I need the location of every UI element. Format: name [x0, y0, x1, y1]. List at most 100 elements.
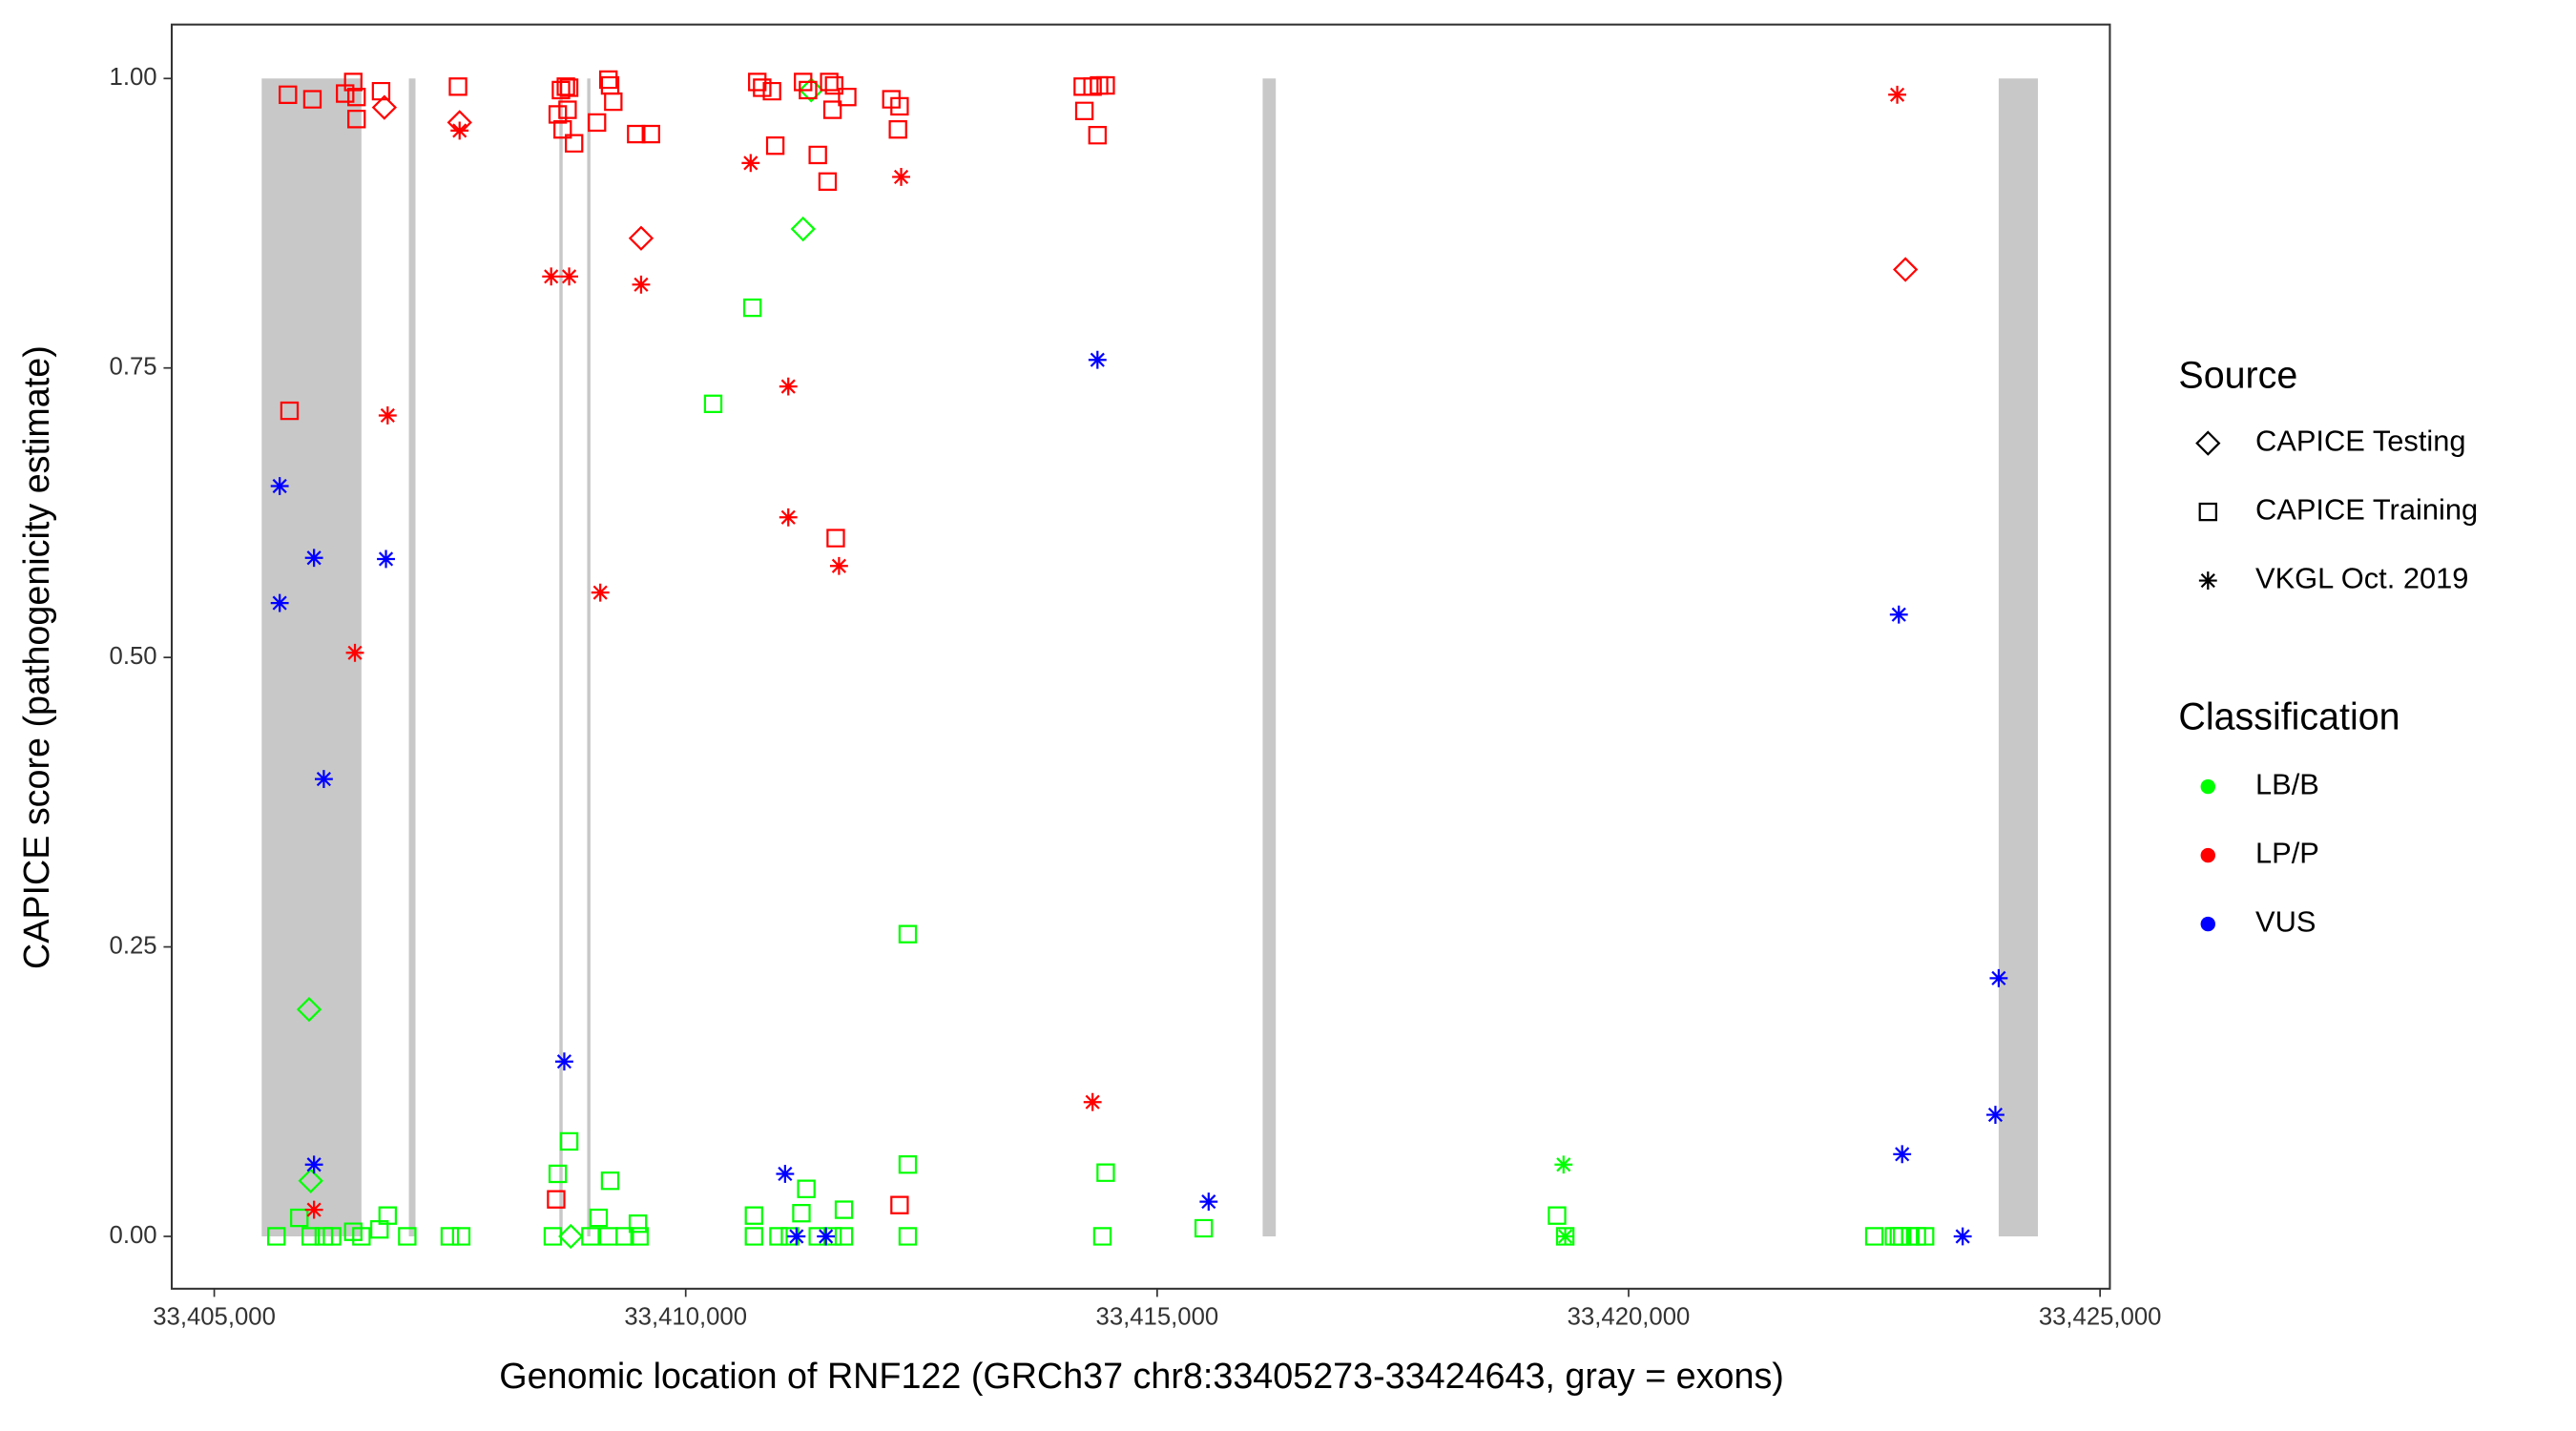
- point: [1989, 968, 2008, 987]
- point: [1864, 1227, 1884, 1246]
- point: [1194, 1218, 1214, 1238]
- point: [748, 73, 767, 92]
- point: [1889, 1227, 1908, 1246]
- point: [888, 119, 907, 139]
- point: [558, 100, 577, 119]
- point: [600, 1172, 620, 1191]
- point: [892, 168, 910, 186]
- y-tick-label: 0.25: [110, 932, 157, 959]
- point: [378, 1206, 398, 1225]
- point: [280, 401, 300, 421]
- point: [799, 77, 824, 103]
- point: [762, 81, 781, 101]
- legend-symbol: [2200, 847, 2215, 863]
- point: [829, 556, 848, 575]
- point: [1199, 1192, 1218, 1212]
- point: [377, 550, 395, 569]
- legend-symbol: [2198, 571, 2217, 590]
- point: [591, 583, 610, 602]
- exon: [408, 78, 416, 1236]
- point: [898, 1155, 918, 1174]
- point: [1074, 101, 1094, 120]
- point: [628, 1213, 648, 1234]
- legend-label: CAPICE Training: [2255, 493, 2478, 527]
- exon: [1262, 78, 1277, 1236]
- point: [769, 1227, 788, 1246]
- point: [298, 1168, 323, 1193]
- legend-title: Source: [2178, 354, 2297, 396]
- point: [451, 1227, 471, 1246]
- point: [554, 1052, 573, 1071]
- point: [779, 377, 798, 396]
- point: [630, 1227, 649, 1246]
- point: [560, 267, 578, 286]
- point: [776, 1165, 795, 1183]
- point: [304, 1200, 323, 1219]
- point: [588, 113, 607, 133]
- point: [1083, 77, 1102, 96]
- point: [1889, 605, 1908, 624]
- x-tick-label: 33,415,000: [1096, 1304, 1219, 1331]
- point: [371, 81, 391, 101]
- exon: [559, 78, 563, 1236]
- point: [267, 1227, 286, 1246]
- point: [559, 78, 579, 97]
- point: [343, 73, 363, 92]
- point: [448, 77, 467, 96]
- exon: [587, 78, 591, 1236]
- y-tick-label: 1.00: [110, 64, 157, 91]
- point: [270, 593, 289, 612]
- point: [890, 96, 909, 116]
- point: [753, 78, 772, 97]
- point: [1888, 85, 1906, 104]
- point: [559, 1131, 579, 1151]
- point: [398, 1227, 417, 1246]
- point: [352, 1227, 371, 1246]
- point: [765, 135, 785, 156]
- point: [808, 145, 827, 165]
- legend-symbol: [2200, 778, 2215, 795]
- point: [598, 1227, 618, 1246]
- point: [553, 119, 572, 139]
- point: [898, 1227, 918, 1246]
- point: [322, 1227, 342, 1246]
- panel-border: [170, 23, 2111, 1290]
- point: [703, 394, 723, 414]
- point: [581, 1227, 600, 1246]
- point: [548, 105, 568, 124]
- point: [890, 1195, 909, 1214]
- legend-label: VKGL Oct. 2019: [2255, 562, 2468, 595]
- point: [370, 1220, 389, 1239]
- point: [589, 1208, 609, 1228]
- point: [302, 90, 322, 109]
- point: [270, 477, 289, 495]
- point: [898, 924, 918, 944]
- point: [279, 85, 298, 104]
- point: [450, 121, 469, 140]
- exon: [1998, 78, 2039, 1236]
- y-tick-label: 0.75: [110, 354, 157, 381]
- point: [1088, 350, 1107, 369]
- point: [817, 1227, 836, 1246]
- point: [604, 92, 623, 112]
- legend-symbol: [2200, 916, 2215, 932]
- point: [551, 80, 571, 100]
- point: [799, 80, 818, 100]
- point: [304, 1155, 323, 1174]
- x-tick-label: 33,420,000: [1568, 1304, 1691, 1331]
- point: [1986, 1106, 2005, 1124]
- legend-label: LP/P: [2255, 837, 2319, 870]
- point: [834, 1227, 854, 1246]
- point: [834, 1200, 854, 1219]
- point: [1073, 77, 1092, 96]
- point: [543, 1227, 563, 1246]
- point: [1088, 126, 1107, 145]
- exon: [261, 78, 362, 1236]
- y-tick-label: 0.00: [110, 1222, 157, 1249]
- point: [1554, 1155, 1573, 1174]
- point: [787, 1227, 806, 1246]
- point: [1916, 1227, 1935, 1246]
- point: [1096, 1163, 1115, 1182]
- point: [820, 73, 839, 92]
